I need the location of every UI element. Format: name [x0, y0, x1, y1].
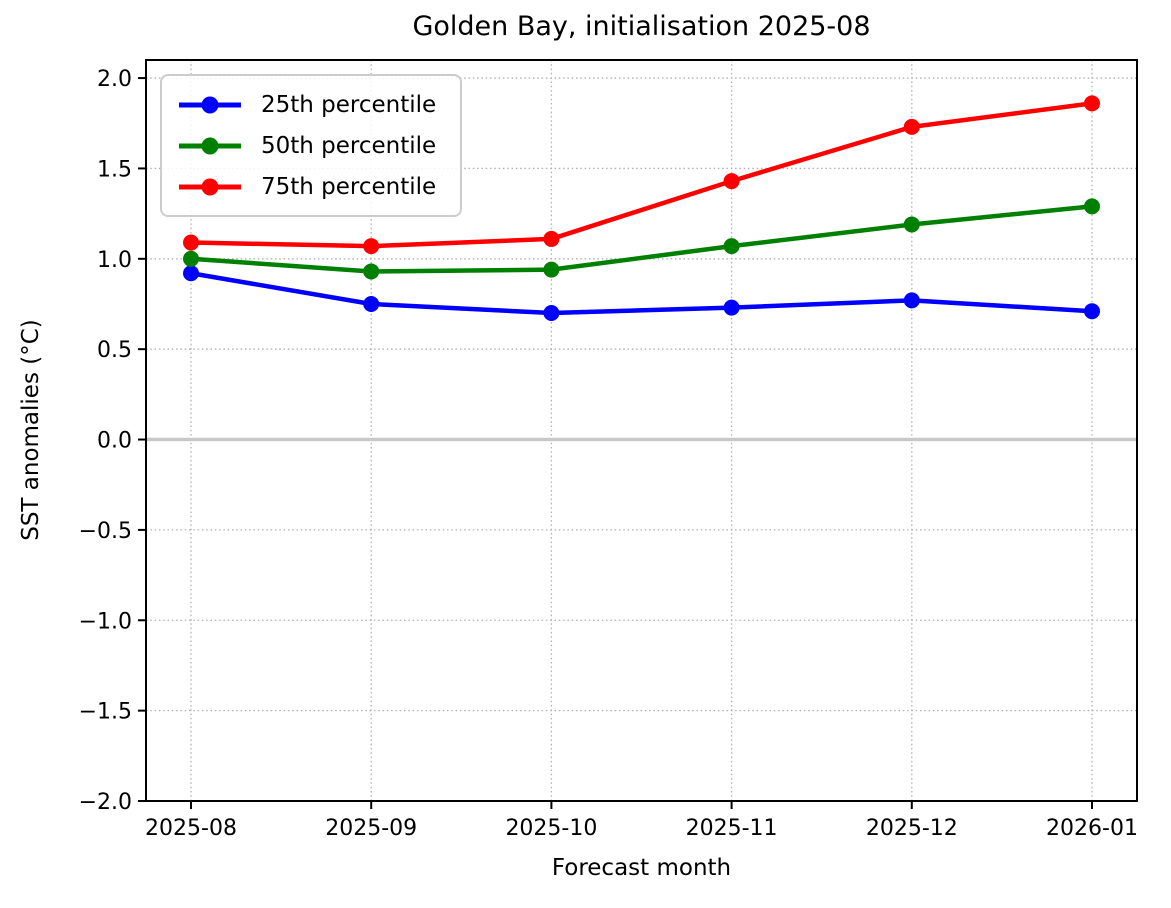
legend-label: 25th percentile — [261, 91, 437, 118]
y-tick-label: 2.0 — [97, 67, 132, 92]
data-point-50th-percentile-2025-12 — [903, 216, 920, 233]
legend: 25th percentile 50th percentile 75th perce… — [160, 74, 463, 217]
data-point-75th-percentile-2026-01 — [1084, 95, 1100, 112]
series-line-25th-percentile — [188, 271, 1095, 316]
data-point-25th-percentile-2025-10 — [543, 305, 560, 322]
series-line-50th-percentile — [188, 204, 1095, 274]
data-point-75th-percentile-2025-10 — [543, 230, 560, 247]
x-tick-label: 2025-08 — [145, 816, 237, 841]
y-tick-label: 1.0 — [97, 248, 132, 273]
data-point-75th-percentile-2025-12 — [903, 118, 920, 135]
data-point-75th-percentile-2025-11 — [723, 173, 740, 190]
x-tick-label: 2026-01 — [1046, 816, 1138, 841]
y-tick-label: −2.0 — [79, 790, 132, 815]
legend-line-sample-icon — [179, 178, 241, 195]
x-tick-label: 2025-12 — [866, 816, 958, 841]
x-tick-label: 2025-09 — [325, 816, 417, 841]
series-line-75th-percentile — [188, 101, 1095, 249]
chart-title: Golden Bay, initialisation 2025-08 — [412, 11, 871, 42]
y-axis-label: SST anomalies (°C) — [18, 319, 44, 541]
legend-label: 50th percentile — [261, 132, 437, 159]
axes-frame — [145, 59, 1138, 802]
y-tick-label: −1.0 — [79, 609, 132, 634]
legend-label: 75th percentile — [261, 173, 437, 200]
data-point-50th-percentile-2025-11 — [723, 238, 740, 255]
x-axis-label: Forecast month — [551, 855, 732, 881]
data-point-25th-percentile-2025-09 — [363, 295, 380, 312]
data-point-25th-percentile-2025-12 — [903, 292, 920, 309]
data-point-75th-percentile-2025-08 — [183, 234, 199, 251]
legend-sample-marker — [201, 137, 219, 154]
legend-item-75th-percentile: 75th percentile — [176, 166, 436, 207]
data-point-75th-percentile-2025-09 — [363, 238, 380, 255]
legend-item-25th-percentile: 25th percentile — [176, 84, 436, 125]
y-tick-label: −0.5 — [79, 519, 132, 544]
legend-sample-marker — [201, 96, 219, 113]
data-point-25th-percentile-2025-08 — [183, 265, 199, 282]
legend-sample-marker — [201, 178, 219, 195]
legend-line-sample-icon — [179, 96, 241, 113]
legend-line-sample-icon — [179, 137, 241, 154]
x-tick-label: 2025-11 — [686, 816, 778, 841]
data-point-25th-percentile-2025-11 — [723, 299, 740, 316]
data-point-50th-percentile-2025-10 — [543, 261, 560, 278]
data-point-50th-percentile-2026-01 — [1084, 198, 1100, 215]
x-tick-label: 2025-10 — [505, 816, 597, 841]
y-tick-label: −1.5 — [79, 700, 132, 725]
legend-item-50th-percentile: 50th percentile — [176, 125, 436, 166]
data-point-50th-percentile-2025-09 — [363, 263, 380, 280]
y-tick-label: 0.0 — [97, 429, 132, 454]
y-tick-label: 0.5 — [97, 338, 132, 363]
data-point-25th-percentile-2026-01 — [1084, 303, 1100, 320]
y-tick-label: 1.5 — [97, 157, 132, 182]
data-point-50th-percentile-2025-08 — [183, 250, 199, 267]
